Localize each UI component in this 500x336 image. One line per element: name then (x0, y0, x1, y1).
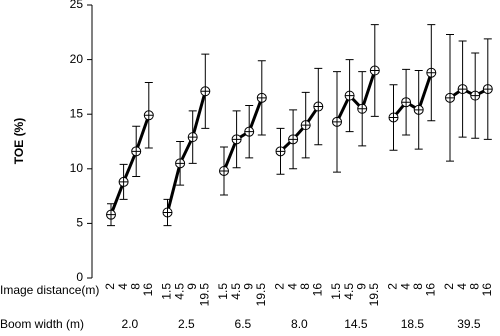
x-tick-label: 9 (241, 283, 255, 290)
x-tick-label: 16 (480, 283, 494, 297)
marker-cross (232, 134, 242, 144)
x-tick-label: 8 (128, 283, 142, 290)
x-tick-label: 19.5 (367, 283, 381, 307)
marker-cross (389, 112, 398, 122)
y-tick-label: 0 (76, 270, 83, 284)
x-tick-label: 2 (386, 283, 400, 290)
x-tick-label: 16 (141, 283, 155, 297)
line (166, 90, 207, 213)
group-label: 18.5 (401, 317, 425, 331)
line (449, 87, 489, 100)
x-tick-label: 9 (185, 283, 199, 290)
x-tick-label: 4.5 (229, 283, 243, 300)
x-tick-label: 2 (273, 283, 287, 290)
y-tick-label: 25 (70, 0, 84, 11)
x-tick-label: 4.5 (172, 283, 186, 300)
x-tick-label: 4 (398, 283, 412, 290)
marker-cross (200, 86, 210, 96)
x-tick-label: 1.5 (329, 283, 343, 300)
x-tick-label: 8 (467, 283, 481, 290)
group-label: 8.0 (291, 317, 308, 331)
y-tick-label: 10 (70, 161, 84, 175)
marker-cross (401, 97, 411, 107)
group-label: 6.5 (235, 317, 252, 331)
marker-cross (426, 68, 436, 78)
x-tick-label: 4.5 (342, 283, 356, 300)
x-tick-label: 8 (411, 283, 425, 290)
y-tick-label: 20 (70, 52, 84, 66)
group-label: 14.5 (344, 317, 368, 331)
marker-cross (257, 93, 267, 103)
marker-cross (313, 102, 323, 112)
marker-cross (345, 91, 355, 101)
marker-cross (357, 104, 367, 114)
marker-cross (301, 120, 311, 130)
x-tick-label: 1.5 (160, 283, 174, 300)
x-tick-label: 4 (455, 283, 469, 290)
marker-cross (131, 146, 141, 156)
x-tick-label: 16 (423, 283, 437, 297)
x-tick-label: 16 (310, 283, 324, 297)
marker-cross (119, 177, 129, 187)
marker-cross (144, 110, 154, 120)
marker-cross (219, 166, 229, 176)
line (335, 70, 377, 123)
marker-cross (370, 66, 380, 76)
y-axis-label: TOE (%) (12, 118, 26, 164)
marker-cross (332, 117, 342, 127)
x-tick-label: 19.5 (254, 283, 268, 307)
marker-cross (445, 93, 455, 103)
x-tick-label: 2 (103, 283, 117, 290)
marker-cross (106, 210, 116, 220)
marker-cross (244, 127, 254, 137)
marker-cross (276, 146, 285, 156)
marker-cross (288, 134, 298, 144)
group-label: 39.5 (457, 317, 481, 331)
x-row-label: Image distance(m) (0, 283, 99, 297)
x-tick-label: 4 (116, 283, 130, 290)
line (279, 105, 320, 153)
x-tick-label: 19.5 (197, 283, 211, 307)
line (109, 114, 151, 216)
marker-cross (175, 158, 185, 168)
group-label: 2.0 (122, 317, 139, 331)
x-row-label: Boom width (m) (0, 317, 84, 331)
marker-cross (188, 132, 198, 142)
x-tick-label: 2 (442, 283, 456, 290)
marker-cross (458, 84, 468, 94)
x-tick-label: 4 (285, 283, 299, 290)
line (392, 72, 433, 119)
x-tick-label: 1.5 (216, 283, 230, 300)
x-tick-label: 8 (298, 283, 312, 290)
y-tick-label: 15 (70, 106, 84, 120)
marker-cross (483, 84, 493, 94)
x-tick-label: 9 (354, 283, 368, 290)
group-label: 2.5 (178, 317, 195, 331)
marker-cross (470, 91, 480, 101)
y-tick-label: 5 (76, 216, 83, 230)
marker-cross (163, 207, 172, 217)
line (222, 97, 264, 172)
marker-cross (414, 105, 424, 115)
